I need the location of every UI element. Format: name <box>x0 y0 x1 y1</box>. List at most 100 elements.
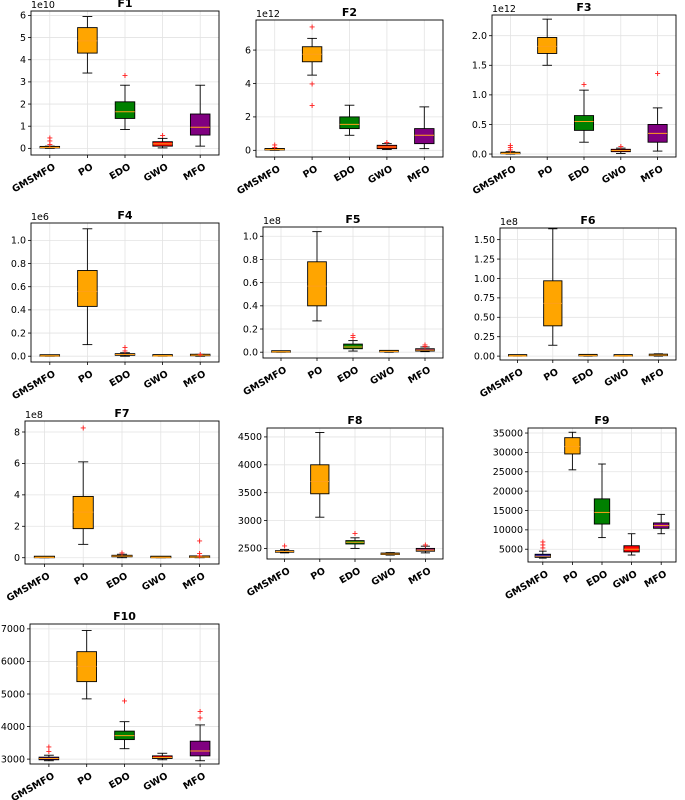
y-tick-label: 1.0 <box>472 90 487 101</box>
y-tick-label: 0.8 <box>243 255 258 266</box>
y-tick-label: 1.25 <box>474 254 495 265</box>
box-gmsmfo: + <box>274 542 295 554</box>
x-tick-label-edo: EDO <box>571 367 596 388</box>
y-tick-label: 3 <box>20 77 26 88</box>
chart-title: F1 <box>117 0 132 10</box>
box-body <box>414 128 435 145</box>
axis-multiplier: 1e12 <box>492 4 516 15</box>
x-tick-label-edo: EDO <box>108 369 133 390</box>
y-tick-label: 0.8 <box>11 259 26 270</box>
x-tick-label-edo: EDO <box>338 566 363 587</box>
box-body <box>339 116 360 130</box>
x-tick-label-mfo: MFO <box>640 367 666 389</box>
outlier-marker: + <box>197 350 204 359</box>
outlier-marker: + <box>309 79 316 88</box>
box-gmsmfo <box>507 354 528 357</box>
outlier-marker: + <box>507 145 514 154</box>
box-po <box>310 432 330 518</box>
axis-multiplier: 1e10 <box>31 0 55 11</box>
y-tick-label: 2.0 <box>472 31 487 42</box>
x-tick-label-gwo: GWO <box>603 367 631 390</box>
box-body <box>537 37 558 54</box>
y-tick-label: 0.00 <box>474 351 495 362</box>
y-tick-label: 6 <box>14 459 20 470</box>
box-edo <box>578 353 598 357</box>
y-tick-label: 4000 <box>1 722 25 733</box>
y-tick-label: 4000 <box>238 460 262 471</box>
box-edo: ++ <box>343 331 363 352</box>
outlier-marker: + <box>422 342 429 351</box>
x-tick-label-gwo: GWO <box>611 569 639 592</box>
x-tick-label-po: PO <box>72 571 91 588</box>
y-tick-label: 5000 <box>1 689 25 700</box>
y-tick-label: 25000 <box>493 467 523 478</box>
outlier-marker: + <box>350 331 357 340</box>
box-po <box>307 231 327 322</box>
outlier-marker: + <box>271 143 278 152</box>
y-tick-label: 4500 <box>238 432 262 443</box>
outlier-marker: + <box>121 697 128 706</box>
box-body <box>564 437 581 455</box>
y-tick-label: 1.0 <box>11 236 26 247</box>
outlier-marker: + <box>422 341 429 350</box>
outlier-marker: + <box>159 131 166 140</box>
y-tick-label: 6000 <box>1 657 25 668</box>
chart-title: F8 <box>347 414 362 427</box>
x-tick-label-mfo: MFO <box>181 771 207 793</box>
box-mfo: +++ <box>189 536 211 560</box>
chart-title: F10 <box>113 610 136 623</box>
box-mfo <box>189 84 211 147</box>
box-body <box>573 115 595 131</box>
box-gmsmfo: +++ <box>500 141 521 155</box>
box-body <box>114 101 136 119</box>
y-tick-label: 0.0 <box>11 352 26 363</box>
y-tick-label: 0.6 <box>11 282 26 293</box>
chart-title: F7 <box>114 407 129 420</box>
outlier-marker: + <box>309 101 316 110</box>
box-body <box>77 270 98 307</box>
y-tick-label: 2 <box>245 112 251 123</box>
x-tick-label-mfo: MFO <box>182 369 208 391</box>
x-tick-label-edo: EDO <box>585 569 610 590</box>
x-tick-label-gwo: GWO <box>366 164 394 187</box>
y-tick-label: 0.25 <box>474 332 495 343</box>
x-tick-label-gmsmfo: GMSMFO <box>471 164 518 198</box>
y-tick-label: 30000 <box>493 448 523 459</box>
x-tick-label-po: PO <box>301 164 320 181</box>
x-tick-label-po: PO <box>542 367 561 384</box>
y-tick-label: 4 <box>14 490 20 501</box>
outlier-marker: + <box>507 141 514 150</box>
box-mfo: ++ <box>415 341 435 353</box>
chart-title: F2 <box>342 6 357 19</box>
y-tick-label: 0.75 <box>474 293 495 304</box>
outlier-marker: + <box>539 537 546 546</box>
outlier-marker: + <box>46 140 53 149</box>
outlier-marker: + <box>122 343 129 352</box>
x-tick-label-gmsmfo: GMSMFO <box>5 571 52 605</box>
outlier-marker: + <box>122 346 129 355</box>
x-tick-label-mfo: MFO <box>181 571 207 593</box>
outlier-marker: + <box>422 541 429 550</box>
chart-title: F4 <box>117 209 133 222</box>
box-gmsmfo: ++ <box>264 140 285 152</box>
x-tick-label-gmsmfo: GMSMFO <box>10 369 57 403</box>
y-tick-label: 10000 <box>493 525 523 536</box>
y-tick-label: 0.4 <box>11 305 26 316</box>
box-mfo: ++ <box>189 707 211 762</box>
x-tick-label-edo: EDO <box>105 571 130 592</box>
x-tick-label-gmsmfo: GMSMFO <box>235 164 282 198</box>
box-gwo <box>623 533 640 556</box>
outlier-marker: + <box>196 549 203 558</box>
box-body <box>310 464 330 495</box>
x-tick-label-po: PO <box>562 569 581 586</box>
y-tick-label: 3500 <box>238 488 262 499</box>
y-tick-label: 0.0 <box>243 348 258 359</box>
y-tick-label: 0 <box>20 144 26 155</box>
y-tick-label: 1.5 <box>472 61 487 72</box>
outlier-marker: + <box>539 543 546 552</box>
y-tick-label: 4 <box>20 55 26 66</box>
